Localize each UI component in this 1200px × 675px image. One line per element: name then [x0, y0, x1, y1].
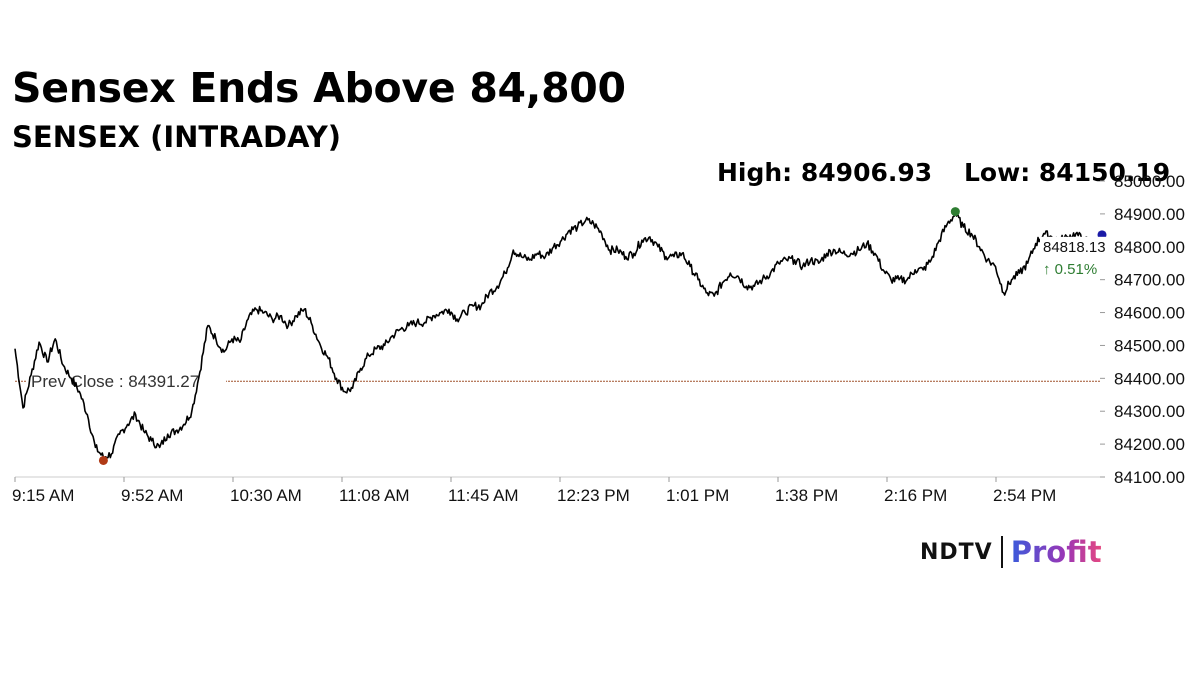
- day-high-label: High: 84906.93: [717, 158, 933, 187]
- x-tick-label: 12:23 PM: [557, 486, 630, 505]
- x-tick-label: 2:16 PM: [884, 486, 947, 505]
- y-tick-label: 84900.00: [1114, 205, 1185, 224]
- y-tick-label: 84300.00: [1114, 402, 1185, 421]
- chart-axes: 84100.00 84200.00 84300.00 84400.00 84500.00…: [12, 172, 1185, 505]
- day-low-label: Low: 84150.19: [964, 158, 1171, 187]
- x-tick-label: 11:45 AM: [448, 486, 519, 505]
- y-tick-label: 84100.00: [1114, 468, 1185, 487]
- y-tick-label: 84800.00: [1114, 238, 1185, 257]
- x-tick-label: 9:52 AM: [121, 486, 183, 505]
- price-line: [14, 213, 1101, 459]
- x-tick-label: 1:01 PM: [666, 486, 729, 505]
- y-tick-label: 85000.00: [1114, 172, 1185, 191]
- x-tick-label: 1:38 PM: [775, 486, 838, 505]
- logo-profit-text: Profit: [1010, 535, 1102, 569]
- y-tick-label: 84200.00: [1114, 435, 1185, 454]
- x-tick-label: 2:54 PM: [993, 486, 1056, 505]
- low-marker: [98, 455, 108, 465]
- chart-subtitle: SENSEX (INTRADAY): [12, 120, 341, 154]
- y-tick-label: 84700.00: [1114, 271, 1185, 290]
- logo-ndtv-text: NDTV: [920, 539, 993, 565]
- last-price-label: 84818.13: [1043, 239, 1106, 256]
- y-tick-label: 84400.00: [1114, 369, 1185, 388]
- logo-divider: [1000, 536, 1003, 568]
- prev-close-label: Prev Close : 84391.27: [31, 372, 199, 391]
- high-marker: [950, 207, 960, 217]
- ndtv-profit-logo: NDTV Profit: [920, 532, 1102, 572]
- y-tick-label: 84500.00: [1114, 336, 1185, 355]
- x-tick-label: 11:08 AM: [339, 486, 410, 505]
- x-tick-label: 10:30 AM: [230, 486, 302, 505]
- change-percent-label: ↑ 0.51%: [1043, 261, 1097, 278]
- headline: Sensex Ends Above 84,800: [12, 64, 626, 112]
- y-tick-label: 84600.00: [1114, 304, 1185, 323]
- x-tick-label: 9:15 AM: [12, 486, 74, 505]
- last-price-label-bg: [1040, 236, 1108, 279]
